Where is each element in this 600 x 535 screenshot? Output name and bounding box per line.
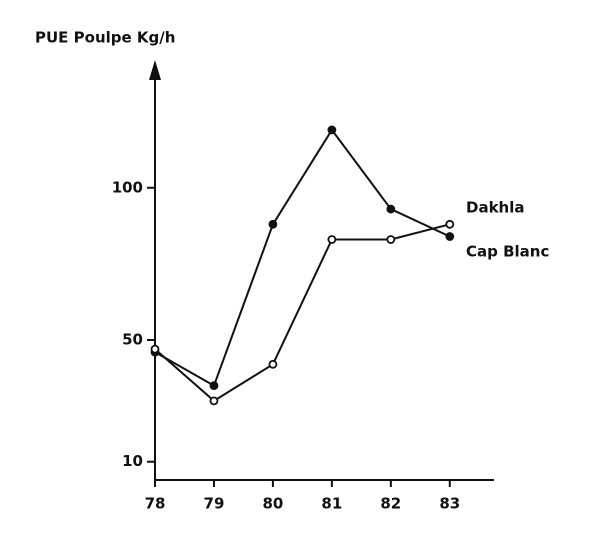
point	[445, 232, 455, 241]
series-line	[154, 128, 451, 388]
legend-label: Cap Blanc	[466, 243, 549, 261]
point	[268, 359, 278, 369]
y-tick-label: 100	[112, 178, 143, 196]
x-tick-label: 80	[262, 495, 283, 513]
point	[386, 235, 396, 244]
x-tick-label: 83	[439, 495, 460, 513]
point	[386, 204, 396, 214]
point	[327, 235, 337, 244]
x-tick-label: 78	[145, 495, 166, 513]
x-tick-label: 81	[321, 495, 342, 513]
point	[268, 219, 278, 229]
y-tick-label: 10	[122, 452, 143, 470]
x-tick-label: 79	[204, 495, 225, 513]
point	[150, 344, 160, 354]
point	[445, 219, 455, 229]
x-tick-label: 82	[380, 495, 401, 513]
legend-label: Dakhla	[466, 199, 525, 217]
y-tick-label: 50	[122, 330, 143, 348]
point	[209, 381, 219, 391]
point	[209, 396, 219, 406]
chart-title: PUE Poulpe Kg/h	[35, 29, 175, 47]
series-line	[154, 223, 451, 403]
point	[327, 125, 337, 135]
